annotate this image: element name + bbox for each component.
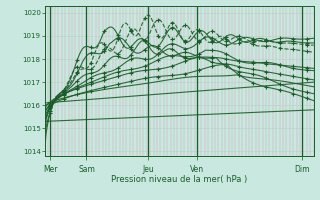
X-axis label: Pression niveau de la mer( hPa ): Pression niveau de la mer( hPa ) — [111, 175, 247, 184]
